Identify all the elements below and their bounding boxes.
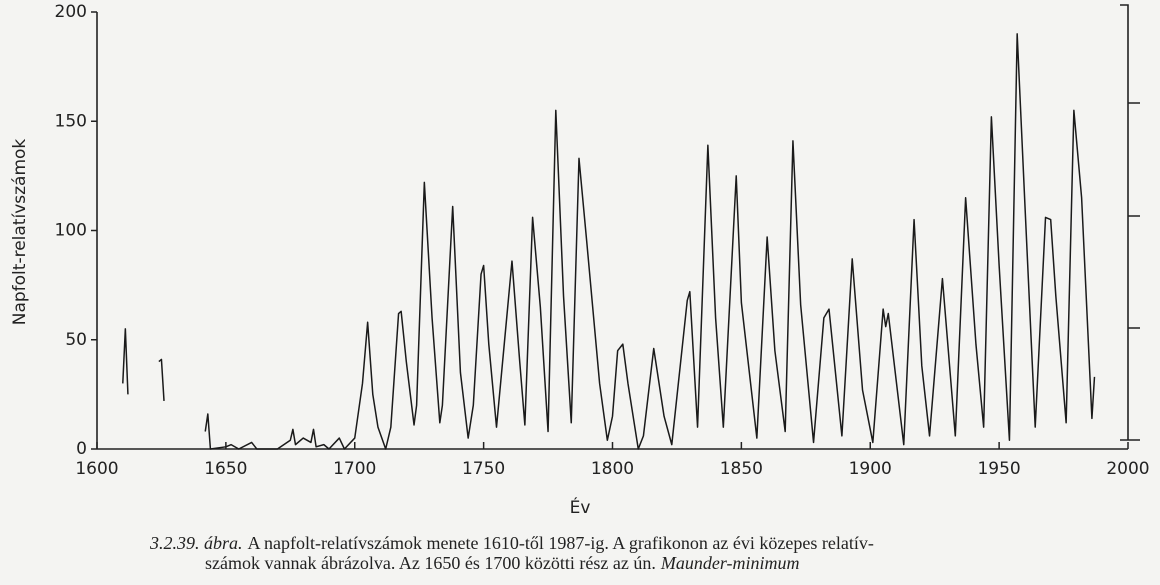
- x-tick-label: 2000: [1106, 459, 1149, 479]
- x-tick-label: 1600: [75, 459, 118, 479]
- y-tick-label: 200: [55, 2, 87, 22]
- caption-emphasis: Maunder-minimum: [660, 553, 800, 573]
- y-axis-label: Napfolt-relatívszámok: [10, 139, 30, 326]
- caption-text: számok vannak ábrázolva. Az 1650 és 1700…: [205, 553, 656, 573]
- x-tick-label: 1900: [849, 459, 892, 479]
- caption-label: 3.2.39. ábra.: [149, 533, 243, 553]
- right-axis: [1120, 4, 1140, 441]
- caption-line: számok vannak ábrázolva. Az 1650 és 1700…: [205, 553, 799, 573]
- x-tick-label: 1800: [591, 459, 634, 479]
- y-tick-label: 0: [76, 439, 87, 459]
- y-tick-label: 100: [55, 221, 87, 241]
- data-line: [122, 33, 1096, 450]
- x-tick-label: 1650: [204, 459, 247, 479]
- x-tick-label: 1850: [720, 459, 763, 479]
- x-axis-label: Év: [570, 496, 591, 518]
- y-tick-label: 50: [65, 330, 87, 350]
- x-tick-label: 1700: [333, 459, 376, 479]
- caption-text: A napfolt-relatívszámok menete 1610-től …: [248, 533, 874, 553]
- x-tick-label: 1750: [462, 459, 505, 479]
- y-tick-label: 150: [55, 111, 87, 131]
- caption-line: 3.2.39. ábra. A napfolt-relatívszámok men…: [149, 533, 874, 553]
- x-tick-label: 1950: [977, 459, 1020, 479]
